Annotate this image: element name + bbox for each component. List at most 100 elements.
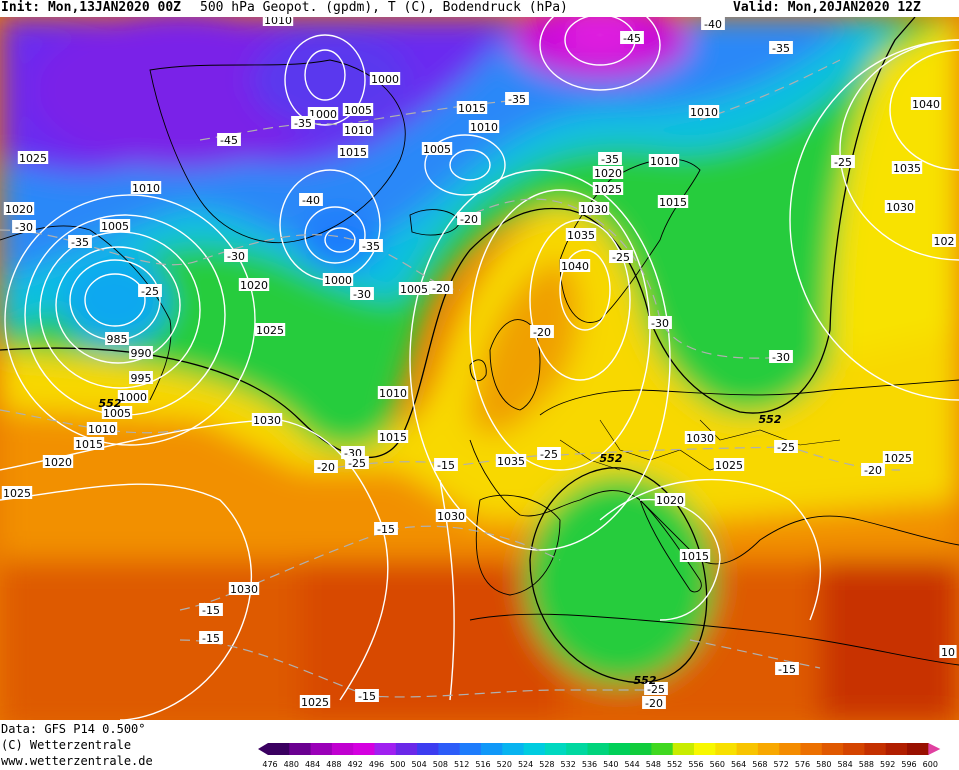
isobar-label: 1030 bbox=[435, 509, 467, 523]
isotherm-label: -45 bbox=[620, 31, 644, 45]
isotherm-label: -15 bbox=[434, 458, 458, 472]
svg-text:1025: 1025 bbox=[884, 452, 912, 465]
colorbar-swatch bbox=[395, 743, 418, 755]
copyright: (C) Wetterzentrale bbox=[1, 738, 132, 752]
svg-text:1030: 1030 bbox=[580, 203, 608, 216]
isotherm-label: -35 bbox=[769, 41, 793, 55]
colorbar-swatch bbox=[481, 743, 503, 755]
isobar-label: 1015 bbox=[73, 437, 105, 451]
colorbar-swatch bbox=[289, 743, 312, 755]
contour-552 bbox=[0, 17, 916, 684]
svg-text:-25: -25 bbox=[612, 251, 630, 264]
svg-text:10: 10 bbox=[941, 646, 955, 659]
colorbar-left-arrow bbox=[258, 743, 268, 755]
colorbar-swatch bbox=[608, 743, 631, 755]
colorbar-swatch bbox=[843, 743, 865, 755]
svg-text:1025: 1025 bbox=[594, 183, 622, 196]
svg-text:1020: 1020 bbox=[656, 494, 684, 507]
colorbar-swatch bbox=[502, 743, 525, 755]
svg-text:1005: 1005 bbox=[344, 104, 372, 117]
svg-text:-15: -15 bbox=[202, 604, 220, 617]
colorbar-swatch bbox=[310, 743, 333, 755]
isobar-label: 1025 bbox=[882, 451, 914, 465]
colorbar-tick-label: 584 bbox=[837, 760, 852, 769]
isobar-label: 1015 bbox=[679, 549, 711, 563]
colorbar-swatch bbox=[523, 743, 546, 755]
colorbar-tick-label: 488 bbox=[326, 760, 341, 769]
valid-time: Valid: Mon,20JAN2020 12Z bbox=[733, 0, 921, 15]
svg-text:1015: 1015 bbox=[339, 146, 367, 159]
svg-text:1035: 1035 bbox=[893, 162, 921, 175]
svg-text:-45: -45 bbox=[220, 134, 238, 147]
contour-label: 552 bbox=[759, 413, 782, 426]
isobar-label: 1010 bbox=[468, 120, 500, 134]
colorbar-tick-label: 596 bbox=[901, 760, 916, 769]
svg-text:1005: 1005 bbox=[103, 407, 131, 420]
svg-text:-15: -15 bbox=[358, 690, 376, 703]
colorbar-tick-label: 512 bbox=[454, 760, 469, 769]
isobar-label: 1000 bbox=[117, 390, 149, 404]
svg-text:1010: 1010 bbox=[88, 423, 116, 436]
svg-text:-15: -15 bbox=[437, 459, 455, 472]
svg-text:1025: 1025 bbox=[256, 324, 284, 337]
colorbar-swatch bbox=[715, 743, 738, 755]
isotherm-label: -20 bbox=[429, 281, 453, 295]
svg-text:-25: -25 bbox=[540, 448, 558, 461]
colorbar-swatch bbox=[268, 743, 290, 755]
isobar-label: 1010 bbox=[377, 386, 409, 400]
svg-text:-35: -35 bbox=[71, 236, 89, 249]
color-scale-bar: 476 480 484 488 492 496 500 504 508 512 516 520 524 5… bbox=[258, 743, 941, 769]
colorbar-tick-label: 576 bbox=[795, 760, 810, 769]
svg-text:1015: 1015 bbox=[659, 196, 687, 209]
svg-text:1025: 1025 bbox=[715, 459, 743, 472]
svg-text:1005: 1005 bbox=[423, 143, 451, 156]
svg-text:-35: -35 bbox=[772, 42, 790, 55]
svg-text:-35: -35 bbox=[508, 93, 526, 106]
isotherm-labels: -45 -40 -35 -35 -35 -45 -35 -25 -40 -30 -20 -35 -35 -… bbox=[12, 17, 885, 710]
svg-text:1000: 1000 bbox=[309, 108, 337, 121]
website-link[interactable]: www.wetterzentrale.de bbox=[1, 754, 153, 768]
svg-text:985: 985 bbox=[107, 333, 128, 346]
svg-text:1020: 1020 bbox=[5, 203, 33, 216]
colorbar-swatch bbox=[736, 743, 759, 755]
colorbar-swatch bbox=[566, 743, 588, 755]
isobar-label: 1025 bbox=[592, 182, 624, 196]
svg-text:-15: -15 bbox=[377, 523, 395, 536]
contour-label: 552 bbox=[99, 397, 122, 410]
svg-text:1010: 1010 bbox=[132, 182, 160, 195]
isobar-label: 1020 bbox=[42, 455, 74, 469]
color-scale-ticks: 476 480 484 488 492 496 500 504 508 512 516 520 524 5… bbox=[262, 760, 938, 769]
isobar-label: 1000 bbox=[369, 72, 401, 86]
data-source: Data: GFS P14 0.500° bbox=[1, 722, 146, 736]
svg-text:995: 995 bbox=[131, 372, 152, 385]
svg-text:-20: -20 bbox=[533, 326, 551, 339]
colorbar-swatch bbox=[907, 743, 929, 755]
svg-text:-15: -15 bbox=[778, 663, 796, 676]
isotherm-label: -15 bbox=[199, 631, 223, 645]
color-scale-swatches bbox=[258, 743, 941, 755]
svg-text:1035: 1035 bbox=[567, 229, 595, 242]
colorbar-tick-label: 496 bbox=[369, 760, 384, 769]
colorbar-tick-label: 592 bbox=[880, 760, 895, 769]
colorbar-swatch bbox=[587, 743, 610, 755]
svg-text:1015: 1015 bbox=[75, 438, 103, 451]
coastlines bbox=[0, 59, 959, 666]
svg-text:1010: 1010 bbox=[690, 106, 718, 119]
isotherm-label: -15 bbox=[355, 689, 379, 703]
isobar-label: 1035 bbox=[565, 228, 597, 242]
svg-text:-35: -35 bbox=[601, 153, 619, 166]
svg-text:1040: 1040 bbox=[561, 260, 589, 273]
isotherm-label: -30 bbox=[350, 287, 374, 301]
colorbar-right-arrow bbox=[928, 743, 941, 755]
isotherm-label: -35 bbox=[291, 116, 315, 130]
svg-text:-25: -25 bbox=[834, 156, 852, 169]
colorbar-swatch bbox=[374, 743, 397, 755]
isobar-label: 1030 bbox=[578, 202, 610, 216]
isobar-label: 1035 bbox=[891, 161, 923, 175]
isotherm-label: -35 bbox=[359, 239, 383, 253]
svg-text:1005: 1005 bbox=[101, 220, 129, 233]
svg-text:102: 102 bbox=[934, 235, 955, 248]
isobar-label: 1005 bbox=[342, 103, 374, 117]
colorbar-swatch bbox=[459, 743, 482, 755]
svg-text:-30: -30 bbox=[227, 250, 245, 263]
